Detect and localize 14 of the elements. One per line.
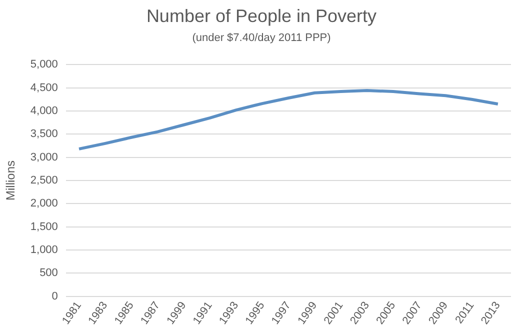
y-tick-label: 4,500	[30, 82, 58, 94]
y-tick-label: 3,500	[30, 128, 58, 140]
y-tick-label: 4,000	[30, 104, 58, 117]
y-tick-label: 500	[40, 267, 58, 280]
y-tick-label: 5,000	[30, 58, 58, 71]
y-tick-label: 0	[52, 290, 58, 302]
y-tick-label: 1,500	[30, 220, 58, 233]
y-tick-label: 2,500	[30, 174, 58, 187]
chart-subtitle: (under $7.40/day 2011 PPP)	[191, 32, 332, 44]
y-tick-label: 3,000	[30, 151, 58, 164]
chart-title: Number of People in Poverty	[145, 6, 378, 27]
y-tick-label: 1,000	[30, 244, 58, 256]
y-axis-title: Millions	[4, 160, 18, 200]
y-tick-label: 2,000	[30, 198, 58, 210]
